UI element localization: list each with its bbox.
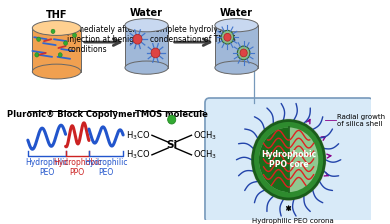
Bar bbox=[32, 28, 81, 71]
Circle shape bbox=[64, 41, 67, 45]
Text: Water: Water bbox=[130, 8, 163, 18]
Circle shape bbox=[58, 53, 62, 57]
Text: Hydrophobic
PPO: Hydrophobic PPO bbox=[53, 158, 101, 177]
Circle shape bbox=[259, 127, 318, 192]
Circle shape bbox=[224, 33, 231, 41]
Circle shape bbox=[51, 29, 55, 34]
Ellipse shape bbox=[215, 19, 258, 32]
Ellipse shape bbox=[32, 64, 81, 79]
Circle shape bbox=[35, 53, 39, 57]
Bar bbox=[125, 25, 168, 68]
Bar bbox=[215, 25, 258, 68]
Circle shape bbox=[133, 34, 142, 44]
Circle shape bbox=[37, 37, 41, 41]
Ellipse shape bbox=[125, 19, 168, 32]
FancyBboxPatch shape bbox=[205, 98, 373, 222]
Circle shape bbox=[251, 118, 326, 201]
Text: THF: THF bbox=[46, 10, 67, 20]
Circle shape bbox=[73, 33, 76, 37]
Circle shape bbox=[238, 46, 250, 60]
Ellipse shape bbox=[125, 61, 168, 74]
Circle shape bbox=[168, 115, 176, 124]
Ellipse shape bbox=[32, 21, 81, 35]
Text: TMOS molecule: TMOS molecule bbox=[135, 110, 208, 119]
Circle shape bbox=[151, 48, 160, 58]
Wedge shape bbox=[259, 127, 289, 192]
Text: Hydrophilic
PEO: Hydrophilic PEO bbox=[25, 158, 69, 177]
Text: Hydrophobic
PPO core: Hydrophobic PPO core bbox=[261, 150, 316, 169]
Text: Immediately after
injection at benign
conditions: Immediately after injection at benign co… bbox=[67, 24, 139, 54]
Text: $\mathregular{H_3CO}$: $\mathregular{H_3CO}$ bbox=[126, 129, 150, 142]
Text: Water: Water bbox=[220, 8, 253, 18]
Text: Hydrophilic PEO corona: Hydrophilic PEO corona bbox=[252, 218, 334, 224]
Text: Pluronic® Block Copolymer: Pluronic® Block Copolymer bbox=[7, 110, 137, 119]
Text: $\mathregular{H_3CO}$: $\mathregular{H_3CO}$ bbox=[126, 149, 150, 161]
Circle shape bbox=[253, 121, 324, 199]
Circle shape bbox=[221, 30, 234, 44]
Text: Radial growth
of silica shell: Radial growth of silica shell bbox=[337, 114, 385, 127]
Text: Hydrophilic
PEO: Hydrophilic PEO bbox=[84, 158, 128, 177]
Ellipse shape bbox=[215, 61, 258, 74]
Text: Complete hydrolysis/
condensation of TMOS: Complete hydrolysis/ condensation of TMO… bbox=[151, 24, 236, 44]
Text: $\mathregular{OCH_3}$: $\mathregular{OCH_3}$ bbox=[193, 129, 217, 142]
Text: $\mathregular{OCH_3}$: $\mathregular{OCH_3}$ bbox=[193, 149, 217, 161]
Circle shape bbox=[240, 49, 247, 57]
Text: Si: Si bbox=[166, 140, 177, 150]
